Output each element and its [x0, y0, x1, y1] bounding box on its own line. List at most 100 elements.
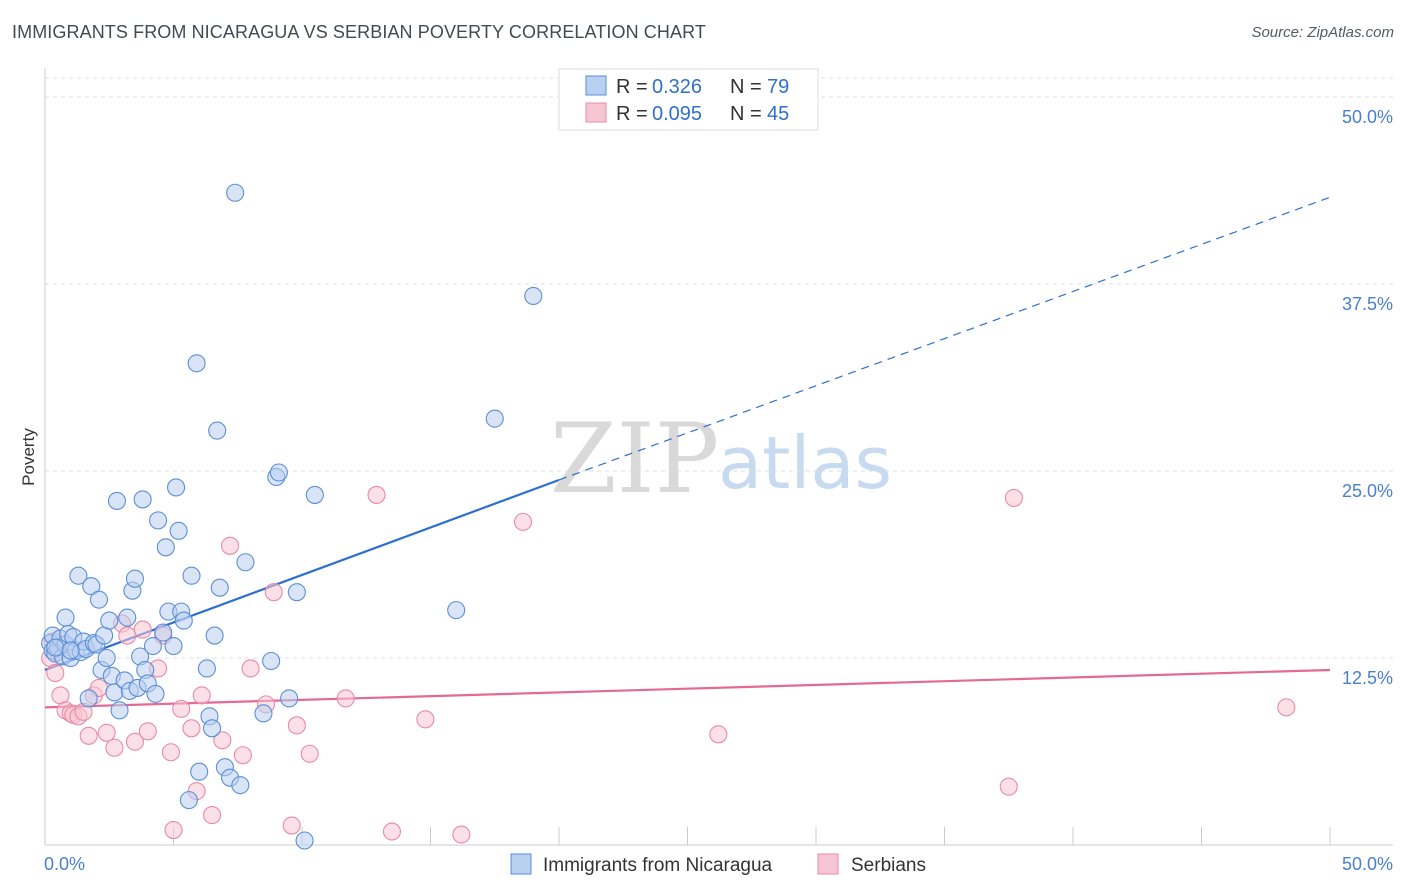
serbians-point — [118, 626, 137, 645]
nicaragua-point — [262, 651, 281, 671]
serbians-point — [264, 583, 283, 602]
nicaragua-point — [100, 611, 119, 630]
legend-r-label-1: R = — [616, 76, 648, 98]
nicaragua-point — [254, 704, 273, 723]
trend-line-nicaragua-extension — [558, 196, 1331, 481]
serbians-point — [1277, 698, 1296, 717]
data-points — [41, 183, 1296, 850]
legend-n-label-1: N = — [730, 76, 762, 98]
nicaragua-point — [133, 490, 152, 509]
nicaragua-point — [82, 577, 101, 596]
nicaragua-point — [69, 566, 88, 585]
serbians-point — [125, 732, 144, 751]
legend-swatch-pink — [585, 102, 607, 123]
y-tick-label-2: 37.5% — [1342, 294, 1393, 314]
serbians-point — [287, 716, 306, 735]
source-credit: Source: ZipAtlas.com — [1251, 24, 1394, 41]
y-axis-label: Poverty — [19, 428, 38, 486]
series-nicaragua — [41, 183, 543, 850]
chart-title: IMMIGRANTS FROM NICARAGUA VS SERBIAN POV… — [12, 22, 706, 42]
legend-r-label-2: R = — [616, 103, 648, 125]
series-legend-swatch-serbians — [817, 853, 839, 875]
nicaragua-point — [280, 689, 299, 708]
nicaragua-point — [203, 719, 222, 738]
nicaragua-point — [197, 659, 216, 678]
serbians-point — [513, 512, 533, 531]
serbians-point — [241, 659, 260, 678]
nicaragua-point — [156, 538, 175, 557]
nicaragua-point — [179, 791, 198, 810]
nicaragua-point — [56, 608, 75, 627]
nicaragua-point — [164, 636, 183, 656]
nicaragua-point — [287, 583, 306, 602]
watermark-zip: ZIP — [550, 403, 719, 515]
y-tick-label-3: 50.0% — [1342, 107, 1393, 127]
serbians-point — [203, 806, 222, 825]
serbians-point — [97, 723, 116, 742]
serbians-point — [282, 816, 301, 835]
serbians-point — [105, 738, 124, 757]
serbians-point — [367, 485, 386, 504]
nicaragua-point — [524, 286, 543, 306]
serbians-point — [336, 689, 355, 708]
serbians-point — [233, 746, 252, 765]
serbians-point — [46, 663, 65, 683]
legend-r-value-2: 0.095 — [652, 103, 702, 125]
y-tick-labels: 12.5% 25.0% 37.5% 50.0% — [1342, 107, 1393, 688]
axes — [44, 68, 1393, 846]
y-tick-label-0: 12.5% — [1342, 668, 1393, 688]
nicaragua-point — [205, 626, 224, 645]
y-tick-label-1: 25.0% — [1342, 481, 1393, 501]
nicaragua-point — [174, 611, 193, 630]
nicaragua-point — [485, 409, 504, 428]
stats-legend: R = 0.326 N = 79 R = 0.095 N = 45 — [558, 68, 819, 131]
legend-swatch-blue — [585, 75, 607, 96]
x-tick-label-1: 50.0% — [1342, 854, 1393, 874]
series-legend-label-nicaragua: Immigrants from Nicaragua — [543, 855, 773, 876]
legend-r-value-1: 0.326 — [652, 76, 702, 98]
nicaragua-point — [118, 608, 137, 627]
nicaragua-point — [110, 701, 129, 720]
nicaragua-point — [107, 491, 127, 510]
nicaragua-point — [187, 354, 206, 373]
series-serbians — [41, 485, 1296, 844]
serbians-point — [416, 710, 435, 729]
serbians-point — [161, 743, 180, 762]
serbians-point — [138, 722, 157, 741]
nicaragua-point — [236, 553, 255, 572]
nicaragua-point — [167, 478, 186, 497]
serbians-point — [382, 822, 402, 841]
nicaragua-point — [143, 636, 162, 656]
nicaragua-point — [447, 601, 466, 620]
serbians-point — [1004, 488, 1023, 507]
nicaragua-point — [125, 569, 144, 588]
nicaragua-point — [210, 578, 229, 597]
nicaragua-point — [146, 684, 165, 703]
series-legend-swatch-nicaragua — [510, 853, 532, 875]
nicaragua-point — [190, 762, 209, 781]
series-legend-label-serbians: Serbians — [851, 855, 926, 876]
nicaragua-point — [295, 831, 314, 850]
serbians-point — [192, 686, 211, 705]
serbians-point — [79, 726, 98, 745]
serbians-point — [182, 719, 201, 738]
watermark-atlas: atlas — [718, 421, 892, 505]
nicaragua-point — [149, 511, 168, 530]
serbians-point — [709, 725, 728, 744]
legend-n-label-2: N = — [730, 103, 762, 125]
nicaragua-point — [226, 183, 245, 202]
serbians-point — [999, 777, 1018, 796]
serbians-point — [300, 744, 319, 763]
nicaragua-point — [182, 566, 201, 585]
serbians-point — [133, 620, 152, 639]
serbians-point — [172, 699, 191, 718]
legend-n-value-2: 45 — [767, 103, 789, 125]
nicaragua-point — [154, 623, 173, 642]
x-tick-labels: 0.0% 50.0% — [44, 854, 1393, 874]
nicaragua-point — [46, 638, 65, 657]
series-legend: Immigrants from Nicaragua Serbians — [510, 853, 926, 876]
serbians-point — [213, 731, 232, 750]
serbians-point — [164, 820, 183, 840]
trend-line-serbians — [44, 668, 1331, 709]
